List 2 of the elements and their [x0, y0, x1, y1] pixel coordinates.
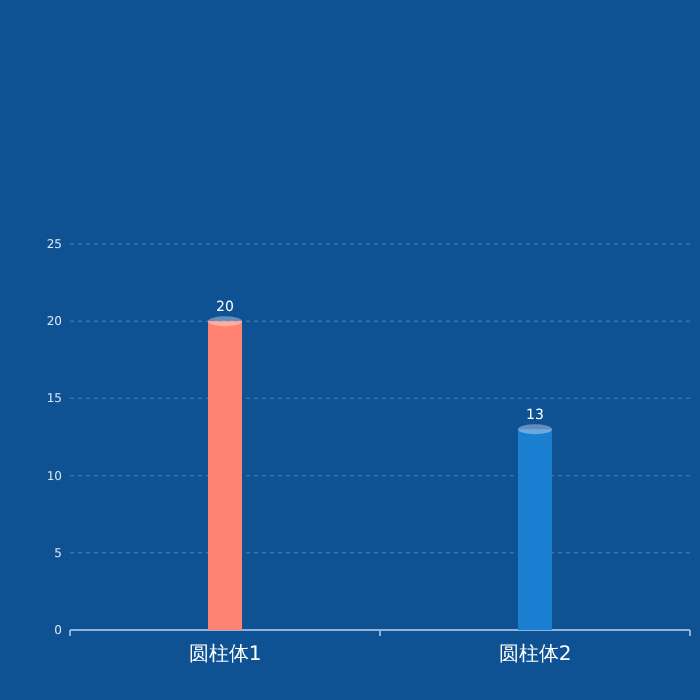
x-tick-label: 圆柱体1 — [188, 642, 262, 666]
x-tick-label: 圆柱体2 — [498, 642, 572, 666]
